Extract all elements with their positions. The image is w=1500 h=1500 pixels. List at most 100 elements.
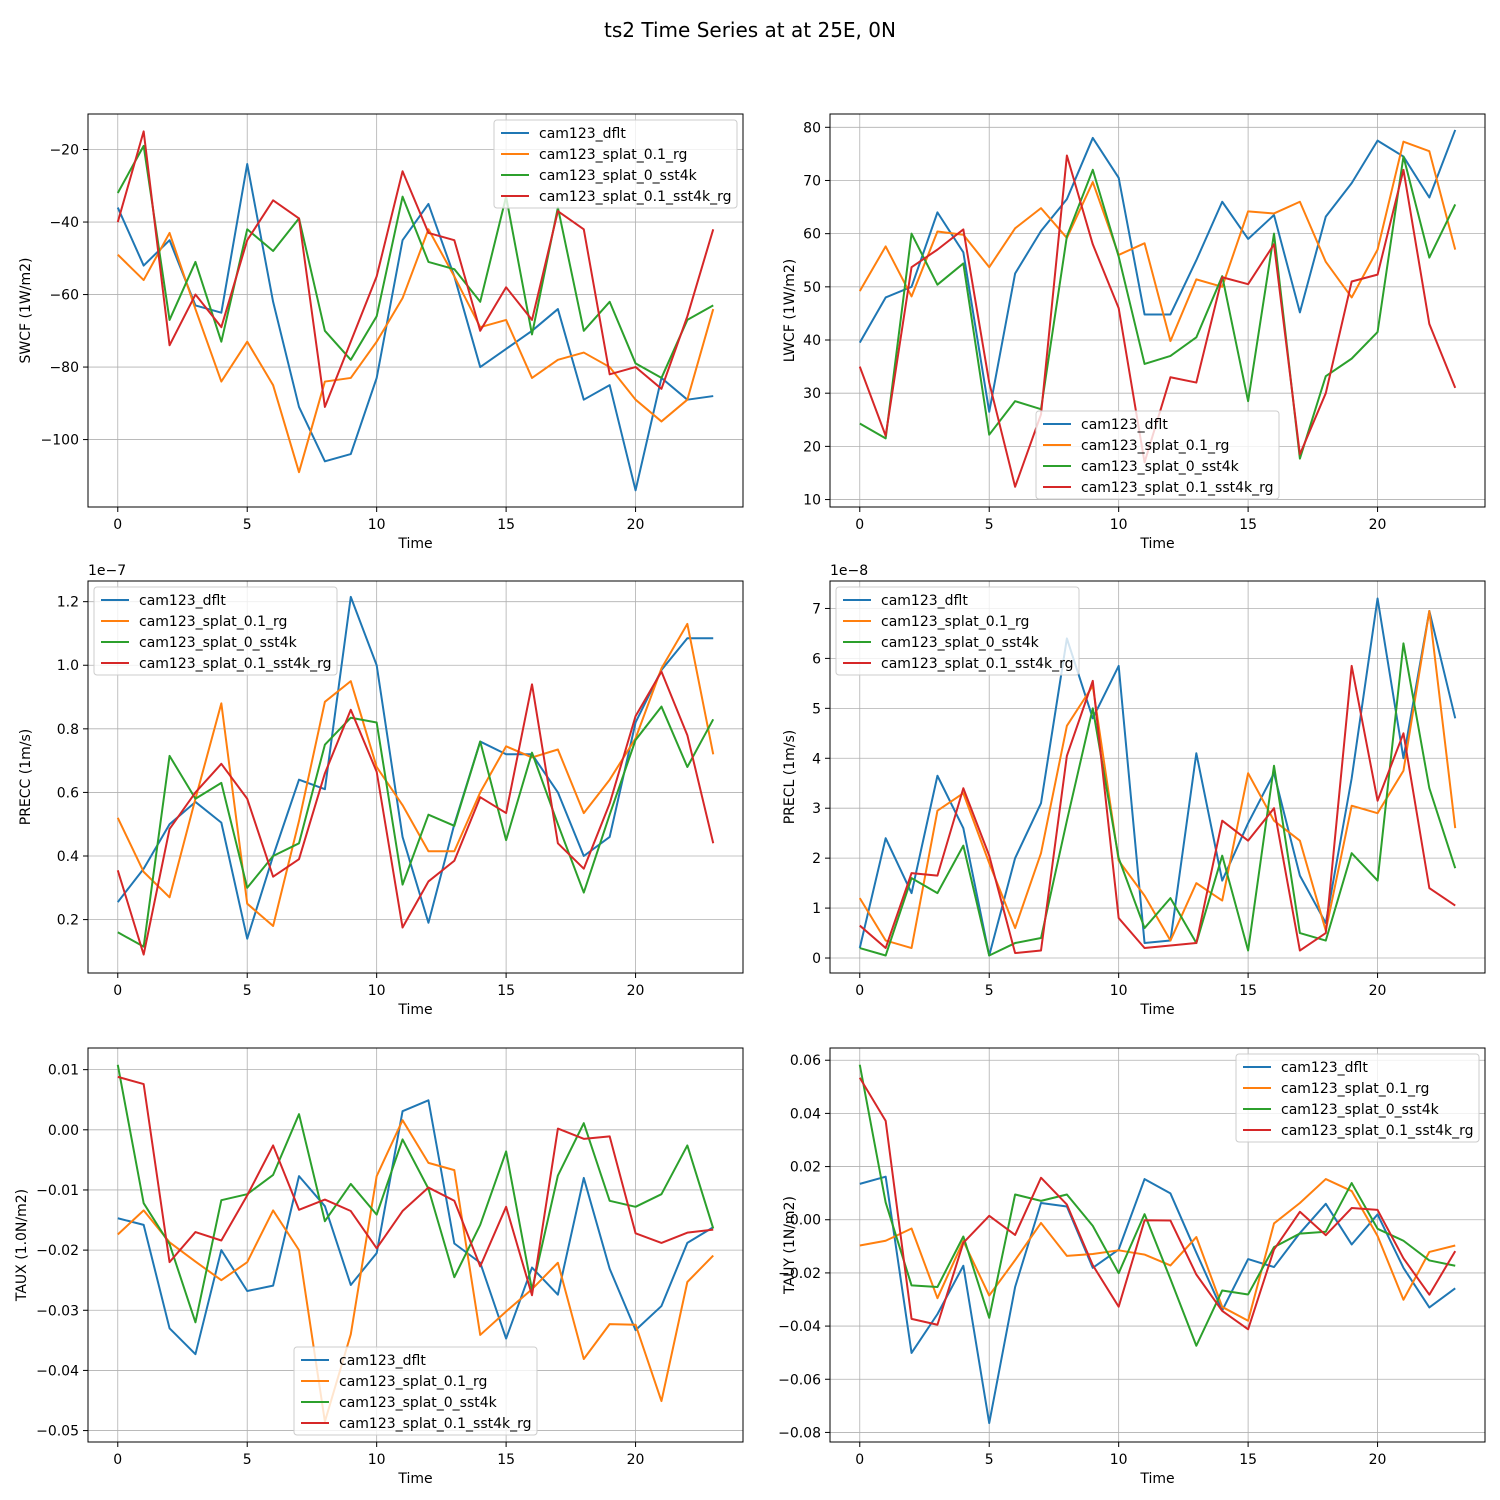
tauy-series — [858, 1064, 1457, 1425]
precl-ylabel: PRECL (1m/s) — [782, 730, 798, 825]
y-tick-label: −0.02 — [778, 1266, 821, 1282]
legend-entry: cam123_splat_0.1_sst4k_rg — [881, 656, 1074, 672]
x-tick-label: 15 — [1239, 983, 1257, 999]
legend-box — [93, 586, 338, 676]
legend-box — [293, 1346, 538, 1436]
x-tick-label: 0 — [855, 517, 864, 533]
series-line-cam123_dflt — [117, 1099, 714, 1356]
x-tick-label: 10 — [368, 517, 386, 533]
legend-entry: cam123_splat_0.1_sst4k_rg — [539, 189, 732, 205]
y-tick-label: 30 — [803, 386, 821, 402]
taux-ylabel: TAUX (1.0N/m2) — [14, 1189, 30, 1302]
swcf-ylabel: SWCF (1W/m2) — [18, 258, 34, 364]
x-tick-label: 10 — [368, 1452, 386, 1468]
legend-box — [493, 119, 738, 209]
x-tick-label: 15 — [1239, 517, 1257, 533]
precc-xlabel: Time — [397, 1002, 432, 1018]
x-tick-label: 5 — [985, 983, 994, 999]
precl-series — [858, 597, 1457, 957]
y-tick-label: 0.2 — [57, 913, 79, 929]
x-tick-label: 20 — [1369, 983, 1387, 999]
y-tick-label: 1.0 — [57, 658, 79, 674]
y-tick-label: 0.8 — [57, 722, 79, 738]
legend-entry: cam123_splat_0.1_rg — [339, 1374, 487, 1390]
series-line-cam123_splat_0.1_rg — [117, 1119, 714, 1423]
x-tick-label: 5 — [243, 517, 252, 533]
legend-entry: cam123_splat_0.1_sst4k_rg — [1281, 1123, 1474, 1139]
precc-legend: cam123_dflt cam123_splat_0.1_rg cam123_spl… — [93, 586, 338, 676]
precl-legend: cam123_dflt cam123_splat_0.1_rg cam123_spl… — [835, 586, 1080, 676]
y-tick-label: 0.06 — [790, 1053, 821, 1069]
series-line-cam123_dflt — [858, 129, 1457, 413]
series-line-cam123_splat_0.1_sst4k_rg — [117, 1075, 714, 1297]
series-line-cam123_splat_0_sst4k — [858, 1064, 1456, 1347]
legend-entry: cam123_dflt — [1281, 1060, 1368, 1076]
lwcf-xlabel: Time — [1139, 536, 1174, 552]
y-tick-label: −100 — [41, 433, 79, 449]
y-tick-label: 1 — [812, 901, 821, 917]
legend-box — [1235, 1053, 1480, 1143]
x-tick-label: 20 — [627, 517, 645, 533]
x-tick-label: 0 — [113, 983, 122, 999]
legend-entry: cam123_dflt — [339, 1353, 426, 1369]
y-tick-label: −0.01 — [36, 1183, 79, 1199]
y-tick-label: −0.02 — [36, 1243, 79, 1259]
swcf-panel: 0 5 10 15 20 −100 −80 −60 −40 −20 Time SWCF (1W/m2)… — [18, 113, 744, 552]
swcf-xlabel: Time — [397, 536, 432, 552]
lwcf-panel: 0 5 10 15 20 10 20 30 40 50 60 70 80 Time LWCF (1W/m2)… — [782, 113, 1486, 552]
taux-xlabel: Time — [397, 1471, 432, 1487]
y-tick-label: 5 — [812, 701, 821, 717]
legend-entry: cam123_dflt — [881, 593, 968, 609]
precl-xlabel: Time — [1139, 1002, 1174, 1018]
x-tick-label: 15 — [1239, 1452, 1257, 1468]
y-tick-label: 0.00 — [790, 1213, 821, 1229]
legend-entry: cam123_splat_0.1_rg — [1081, 438, 1229, 454]
precl-axes-frame — [829, 580, 1486, 974]
x-tick-label: 0 — [113, 517, 122, 533]
y-tick-label: 2 — [812, 851, 821, 867]
y-tick-label: 50 — [803, 280, 821, 296]
series-line-cam123_dflt — [116, 595, 714, 940]
series-line-cam123_splat_0.1_sst4k_rg — [858, 1077, 1457, 1331]
taux-panel: 0 5 10 15 20 −0.05 −0.04 −0.03 −0.02 −0.01 0.00 0.0… — [14, 1047, 744, 1487]
y-tick-label: 0.6 — [57, 785, 79, 801]
series-line-cam123_splat_0.1_rg — [859, 1178, 1456, 1322]
tauy-axes-frame — [829, 1047, 1486, 1443]
y-tick-label: −0.04 — [36, 1363, 79, 1379]
x-tick-label: 10 — [1110, 983, 1128, 999]
legend-entry: cam123_splat_0_sst4k — [881, 635, 1040, 651]
y-tick-label: −60 — [49, 288, 79, 304]
y-tick-label: −0.03 — [36, 1303, 79, 1319]
x-tick-label: 5 — [985, 1452, 994, 1468]
x-tick-label: 10 — [1110, 517, 1128, 533]
series-line-cam123_splat_0_sst4k — [859, 642, 1457, 957]
y-tick-label: −0.08 — [778, 1425, 821, 1441]
y-tick-label: 1.2 — [57, 595, 79, 611]
legend-entry: cam123_splat_0_sst4k — [1281, 1102, 1440, 1118]
y-tick-label: 3 — [812, 801, 821, 817]
y-tick-label: −40 — [49, 215, 79, 231]
series-line-cam123_dflt — [859, 1175, 1456, 1425]
swcf-series — [116, 130, 715, 492]
y-tick-label: −0.05 — [36, 1424, 79, 1440]
series-line-cam123_splat_0.1_rg — [858, 609, 1457, 950]
series-line-cam123_dflt — [116, 163, 714, 492]
y-tick-label: 0.02 — [790, 1160, 821, 1176]
y-tick-label: 0.4 — [57, 849, 79, 865]
precc-offset-text: 1e−7 — [88, 563, 126, 579]
legend-entry: cam123_splat_0.1_rg — [1281, 1081, 1429, 1097]
series-line-cam123_splat_0.1_rg — [858, 140, 1457, 343]
tauy-ylabel: TAUY (1N/m2) — [782, 1196, 798, 1295]
legend-box — [835, 586, 1080, 676]
y-tick-label: 6 — [812, 651, 821, 667]
x-tick-label: 0 — [113, 1452, 122, 1468]
y-tick-label: −80 — [49, 360, 79, 376]
precc-axes-frame — [87, 580, 744, 974]
y-tick-label: 70 — [803, 173, 821, 189]
taux-axes-frame — [87, 1047, 744, 1443]
x-tick-label: 10 — [368, 983, 386, 999]
tauy-xlabel: Time — [1139, 1471, 1174, 1487]
figure-title: ts2 Time Series at at 25E, 0N — [604, 18, 896, 42]
legend-entry: cam123_splat_0_sst4k — [539, 168, 698, 184]
